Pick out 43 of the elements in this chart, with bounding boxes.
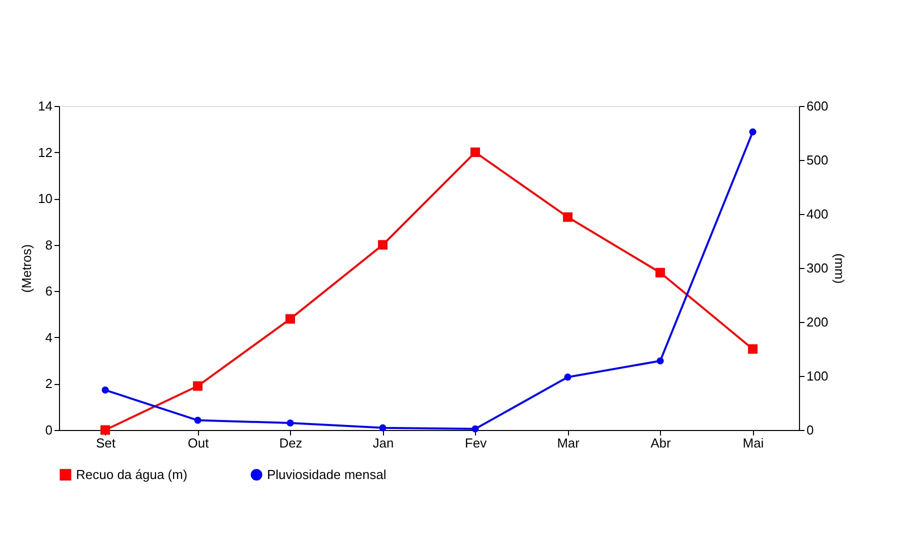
point: [286, 314, 295, 324]
point: [194, 416, 202, 424]
y2-tick-label: 100: [806, 368, 828, 384]
point: [656, 357, 664, 364]
point: [748, 344, 758, 354]
point: [286, 419, 294, 427]
y-tick-label: 0: [45, 422, 52, 438]
point: [193, 381, 202, 391]
x-tick-label: Abr: [650, 436, 672, 450]
y2-tick-label: 0: [806, 422, 814, 438]
y-tick-label: 14: [38, 98, 52, 114]
y2-axis-title: (mm): [832, 253, 848, 284]
point: [470, 148, 480, 158]
y-tick-label: 8: [45, 237, 52, 252]
y-tick-label: 12: [38, 144, 52, 160]
point: [656, 268, 665, 278]
x-tick-label: Mai: [742, 436, 764, 450]
y2-tick-label: 500: [806, 152, 828, 168]
x-tick-label: Dez: [279, 436, 302, 450]
y2-tick-label: 300: [806, 260, 828, 276]
y2-tick-label: 400: [806, 206, 828, 222]
point: [102, 386, 109, 394]
legend-label: Pluviosidade mensal: [267, 466, 386, 482]
point: [563, 212, 572, 222]
x-tick-label: Out: [188, 436, 210, 450]
point: [749, 128, 756, 136]
legend-label: Recuo da água (m): [76, 466, 188, 482]
y2-tick-label: 200: [806, 314, 828, 330]
y-axis-title: (Metros): [19, 244, 34, 293]
y-tick-label: 4: [45, 330, 52, 345]
y2-tick-label: 600: [806, 98, 828, 114]
x-tick-label: Fev: [464, 436, 488, 450]
point: [378, 240, 388, 250]
point: [100, 425, 110, 435]
point: [472, 425, 479, 432]
y-tick-label: 2: [45, 376, 52, 392]
y-tick-label: 10: [38, 191, 52, 206]
point: [379, 424, 386, 432]
x-tick-label: Mar: [557, 436, 580, 450]
y-tick-label: 6: [45, 284, 52, 299]
x-tick-label: Set: [96, 436, 116, 450]
x-tick-label: Jan: [372, 436, 394, 450]
point: [564, 374, 572, 381]
